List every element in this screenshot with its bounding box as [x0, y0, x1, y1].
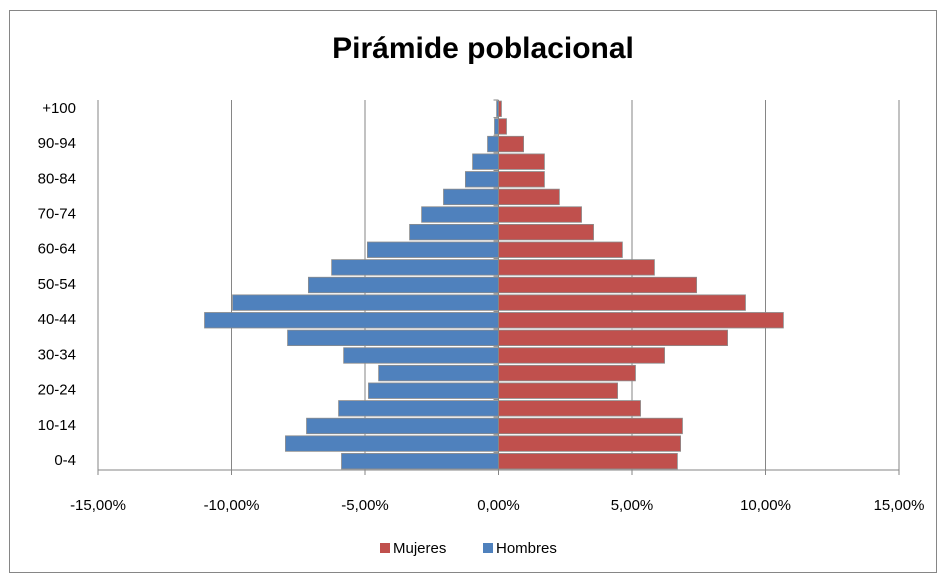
bar	[498, 135, 524, 153]
bar	[498, 400, 641, 417]
bar	[421, 206, 499, 223]
bar	[498, 223, 594, 241]
bar	[498, 453, 678, 470]
bar	[368, 382, 499, 399]
bar	[287, 329, 499, 347]
y-tick-label: 70-74	[38, 205, 76, 222]
bar	[464, 171, 499, 188]
bar	[498, 382, 618, 399]
y-tick-label: 40-44	[38, 311, 76, 328]
bar	[232, 294, 499, 311]
x-tick-label: -5,00%	[341, 497, 389, 514]
bar	[494, 118, 499, 135]
bar	[498, 312, 784, 329]
y-tick-label: 50-54	[38, 276, 76, 293]
y-tick-label: +100	[42, 100, 76, 117]
bar	[498, 188, 560, 206]
y-tick-label: 20-24	[38, 382, 76, 399]
y-tick-label: 30-34	[38, 346, 76, 363]
x-tick-label: 10,00%	[740, 497, 791, 514]
legend-label: Hombres	[496, 540, 557, 557]
bar	[341, 453, 499, 470]
bar	[338, 400, 499, 417]
x-tick-label: 15,00%	[874, 497, 925, 514]
bar	[498, 276, 698, 294]
legend-swatch	[380, 543, 390, 553]
legend-swatch	[483, 543, 493, 553]
bar	[498, 294, 746, 311]
bar	[285, 435, 499, 452]
bar	[498, 364, 636, 382]
x-tick-label: -10,00%	[204, 497, 260, 514]
bar	[367, 241, 499, 258]
y-tick-label: 90-94	[38, 135, 76, 152]
bar	[306, 417, 499, 435]
bar	[343, 347, 499, 364]
bar	[307, 276, 499, 294]
bar	[331, 259, 499, 276]
bar	[487, 135, 499, 153]
bar	[409, 223, 499, 241]
y-tick-label: 0-4	[54, 452, 76, 469]
legend-label: Mujeres	[393, 540, 446, 557]
bar	[498, 417, 683, 435]
bar	[498, 118, 507, 135]
bar	[498, 347, 665, 364]
x-tick-label: 0,00%	[477, 497, 520, 514]
bar	[498, 241, 623, 258]
x-tick-label: 5,00%	[611, 497, 654, 514]
bar	[498, 435, 681, 452]
bar	[204, 312, 499, 329]
bar	[472, 153, 499, 170]
bar	[498, 171, 545, 188]
bar	[498, 329, 728, 347]
bar	[498, 153, 545, 170]
x-tick-label: -15,00%	[70, 497, 126, 514]
y-tick-label: 80-84	[38, 170, 76, 187]
bar	[498, 206, 582, 223]
y-tick-label: 60-64	[38, 241, 76, 258]
chart-title: Pirámide poblacional	[332, 32, 634, 65]
y-tick-label: 10-14	[38, 417, 76, 434]
bar	[443, 188, 499, 206]
bar	[378, 364, 499, 382]
bar	[498, 259, 655, 276]
